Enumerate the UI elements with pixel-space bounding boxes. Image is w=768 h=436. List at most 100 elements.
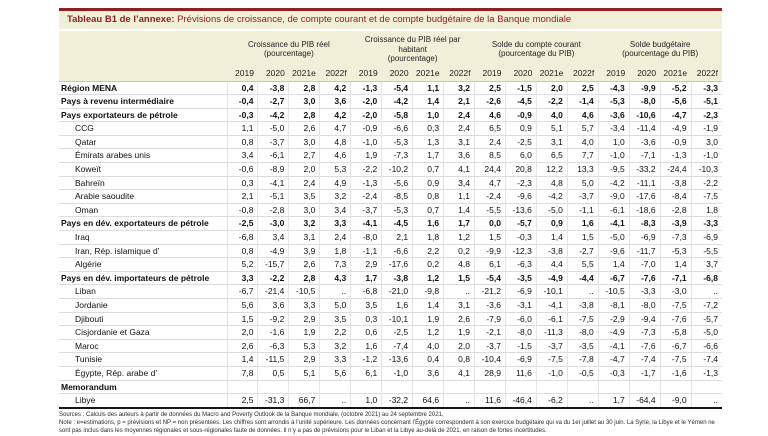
- cell: -6,1: [257, 148, 289, 163]
- cell: 2,0: [535, 80, 568, 95]
- cell: -1,5: [504, 80, 537, 95]
- cell: -7,3: [381, 148, 413, 163]
- cell: 0,6: [350, 325, 382, 340]
- cell: 2,8: [288, 107, 320, 122]
- cell: 11,6: [504, 365, 537, 381]
- cell: 3,1: [288, 230, 320, 245]
- cell: -8,9: [257, 162, 289, 177]
- cell: -11,1: [628, 175, 661, 190]
- cell: 2,9: [288, 311, 320, 326]
- cell: 3,6: [319, 94, 351, 109]
- table-row: Jordanie 5,6 3,6 3,3 5,0 3,5 1,6 1,4 3,1 -3,6 -3,1…: [59, 298, 722, 313]
- cell: -10,1: [535, 284, 568, 299]
- cell: 4,7: [474, 175, 506, 190]
- group-subtitle: (pourcentage du PIB): [622, 49, 699, 59]
- cell: 1,6: [350, 338, 382, 353]
- cell: -6,1: [535, 311, 568, 326]
- cell: -4,7: [659, 107, 692, 122]
- row-label: Iran, Rép. islamique d’: [59, 243, 227, 258]
- cell: 1,7: [412, 148, 444, 163]
- year-header: 2022f: [325, 67, 347, 78]
- table-row: Oman -0,8 -2,8 3,0 3,4 -3,7 -5,3 0,7 1,4 -5,5 -13,…: [59, 202, 722, 217]
- cell: -2,4: [474, 189, 506, 204]
- cell: 2,8: [288, 270, 320, 285]
- cell: -10,5: [288, 284, 320, 299]
- cell: 4,8: [319, 134, 351, 149]
- cell: -1,1: [350, 243, 382, 258]
- year-header: 2022f: [449, 67, 471, 78]
- cell: [412, 379, 444, 394]
- cell: -9,6: [504, 189, 537, 204]
- cell: -7,5: [566, 311, 599, 326]
- cell: 1,5: [566, 230, 599, 245]
- cell: 11,6: [474, 393, 506, 409]
- cell: -10,3: [690, 162, 722, 177]
- cell: 3,3: [226, 270, 258, 285]
- cell: -64,4: [628, 393, 661, 409]
- cell: 2,2: [319, 325, 351, 340]
- row-label: CCG: [59, 121, 227, 136]
- group-subtitle: (pourcentage): [263, 49, 314, 59]
- cell: 12,2: [535, 162, 568, 177]
- year-header: 2020: [389, 67, 409, 78]
- cell: -4,9: [597, 325, 630, 340]
- cell: -3,4: [597, 121, 630, 136]
- table-row: Région MENA 0,4 -3,8 2,8 4,2 -1,3 -5,4 1,1 3,2 2,…: [59, 80, 722, 95]
- cell: 2,6: [288, 121, 320, 136]
- cell: 3,3: [288, 298, 320, 313]
- cell: -5,8: [381, 107, 413, 122]
- row-label: Tunisie: [59, 352, 227, 367]
- table-header: Croissance du PIB réel (pourcentage) Cro…: [59, 31, 722, 81]
- table-row: Bahreïn 0,3 -4,1 2,4 4,9 -1,3 -5,6 0,9 3,4 4,7 -2,…: [59, 175, 722, 190]
- cell: 1,4: [412, 298, 444, 313]
- cell: -3,1: [504, 298, 537, 313]
- cell: -17,6: [381, 257, 413, 272]
- cell: 1,0: [412, 107, 444, 122]
- cell: -11,4: [628, 121, 661, 136]
- cell: 3,4: [319, 202, 351, 217]
- cell: -3,3: [690, 80, 722, 95]
- cell: 5,0: [566, 175, 599, 190]
- table-row: Pays en dév. importateurs de pétrole 3,3-…: [59, 270, 722, 285]
- cell: 1,2: [443, 230, 475, 245]
- table-row: Liban -6,7 -21,4 -10,5.. -6,8 -21,0 -9,8.. -21,…: [59, 284, 722, 299]
- cell: -2,4: [350, 189, 382, 204]
- cell: -21,0: [381, 284, 413, 299]
- cell: 2,9: [288, 352, 320, 367]
- cell: -5,0: [690, 325, 722, 340]
- cell: ..: [566, 393, 599, 409]
- cell: 66,7: [288, 393, 320, 409]
- cell: 2,1: [381, 230, 413, 245]
- cell: ..: [443, 393, 475, 409]
- cell: -9,4: [628, 311, 661, 326]
- group-header-row: Croissance du PIB réel (pourcentage) Cro…: [59, 31, 722, 66]
- cell: -4,1: [257, 175, 289, 190]
- cell: 1,0: [350, 393, 382, 409]
- cell: -6,1: [597, 202, 630, 217]
- cell: -7,5: [659, 352, 692, 367]
- table-row: Iran, Rép. islamique d’ 0,8 -4,9 3,9 1,8 -1,1…: [59, 243, 722, 258]
- table-title-bar: Tableau B1 de l’annexe: Prévisions de cr…: [59, 8, 722, 31]
- cell: 5,5: [566, 257, 599, 272]
- cell: -1,6: [659, 365, 692, 381]
- cell: 6,0: [504, 148, 537, 163]
- cell: -9,8: [412, 284, 444, 299]
- cell: -5,3: [597, 94, 630, 109]
- cell: -3,8: [257, 80, 289, 95]
- row-label: Égypte, Rép. arabe d’: [59, 365, 227, 381]
- cell: -3,7: [566, 189, 599, 204]
- cell: ..: [443, 284, 475, 299]
- cell: -21,4: [257, 284, 289, 299]
- table-title-text: Prévisions de croissance, de compte cour…: [177, 14, 572, 25]
- cell: 1,5: [474, 230, 506, 245]
- table-row: Cisjordanie et Gaza 2,0 -1,6 1,9 2,2 0,6 -2,5 1…: [59, 325, 722, 340]
- cell: 2,1: [443, 94, 475, 109]
- group-title: Solde budgétaire: [629, 39, 691, 49]
- cell: ..: [690, 393, 722, 409]
- cell: -2,9: [597, 311, 630, 326]
- cell: -3,5: [504, 270, 537, 285]
- group-title: Croissance du PIB réel: [247, 39, 330, 49]
- row-label: Memorandum: [59, 379, 227, 394]
- cell: 0,2: [412, 257, 444, 272]
- group-title: Croissance du PIB réel par habitant: [364, 35, 461, 54]
